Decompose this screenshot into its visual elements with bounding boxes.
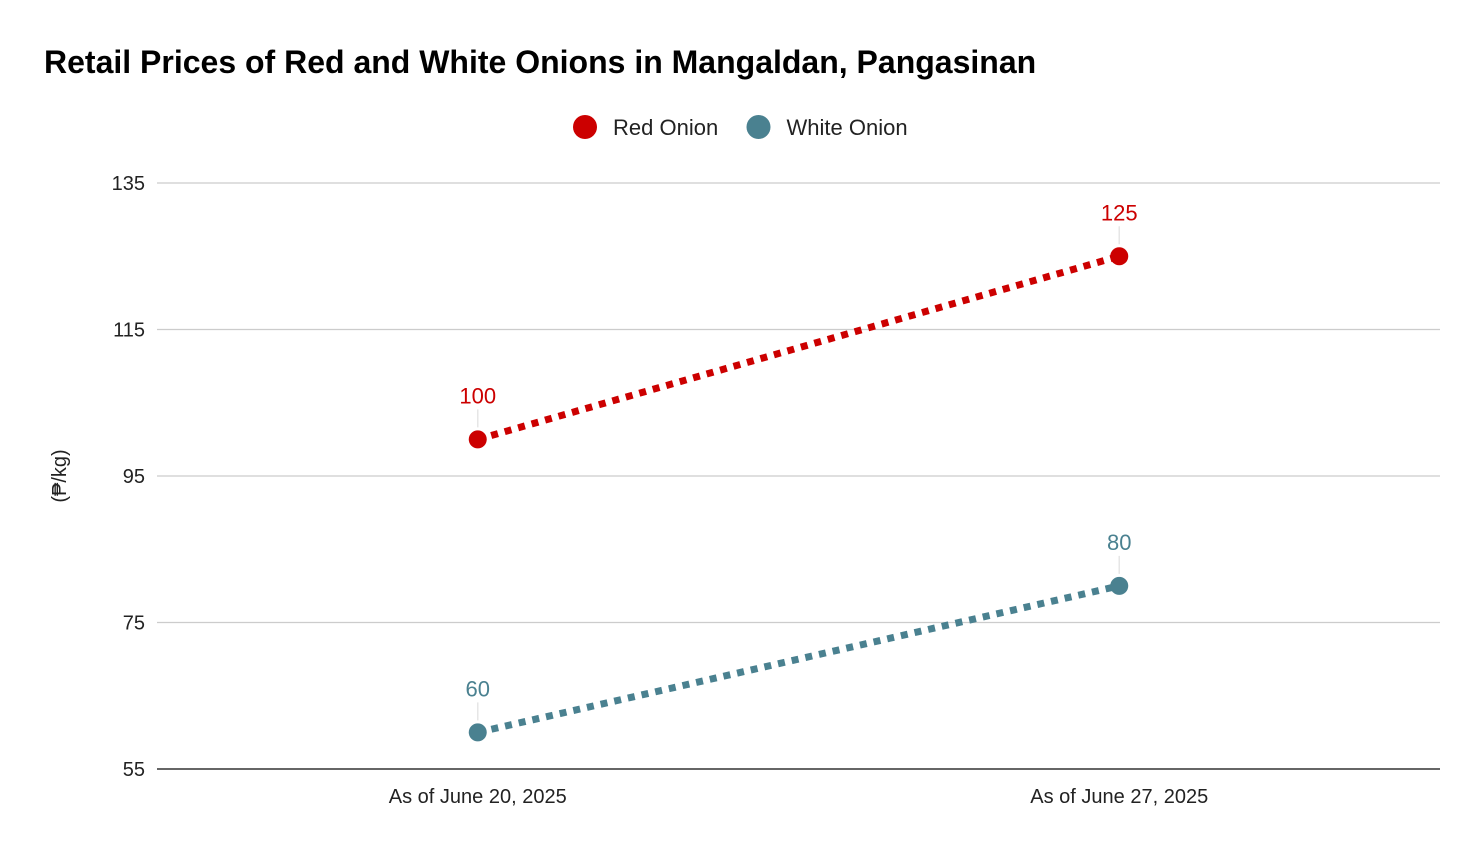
series-layer: 100 125 60 80: [459, 200, 1138, 742]
chart-legend: Red Onion White Onion: [573, 115, 908, 140]
y-tick-label: 135: [112, 173, 145, 195]
legend-label: Red Onion: [613, 115, 718, 140]
legend-item-red-onion[interactable]: Red Onion: [573, 115, 718, 140]
legend-item-white-onion[interactable]: White Onion: [746, 115, 908, 140]
series-red-onion: 100 125: [459, 200, 1138, 449]
data-label: 125: [1101, 200, 1138, 225]
x-tick-label: As of June 27, 2025: [1030, 786, 1208, 808]
y-tick-label: 75: [123, 613, 145, 635]
data-point[interactable]: [1110, 576, 1129, 595]
gridlines: [157, 182, 1440, 770]
data-point[interactable]: [468, 430, 487, 449]
y-axis: 55 75 95 115 135 (₱/kg): [49, 173, 145, 781]
legend-marker: [746, 115, 771, 139]
x-axis: As of June 20, 2025 As of June 27, 2025: [389, 786, 1208, 808]
series-line: [476, 252, 1121, 443]
series-line: [476, 582, 1121, 736]
data-point[interactable]: [1110, 247, 1129, 266]
x-tick-label: As of June 20, 2025: [389, 786, 567, 808]
data-label: 80: [1107, 530, 1131, 555]
chart-title: Retail Prices of Red and White Onions in…: [44, 44, 1037, 80]
data-label: 60: [466, 676, 490, 701]
y-tick-label: 95: [123, 466, 145, 488]
y-tick-label: 115: [113, 320, 145, 342]
data-label: 100: [459, 383, 496, 408]
series-white-onion: 60 80: [466, 530, 1131, 742]
y-tick-label: 55: [123, 759, 145, 781]
data-point[interactable]: [468, 723, 487, 742]
y-axis-title: (₱/kg): [49, 449, 71, 502]
legend-marker: [573, 115, 597, 139]
legend-label: White Onion: [787, 115, 908, 140]
